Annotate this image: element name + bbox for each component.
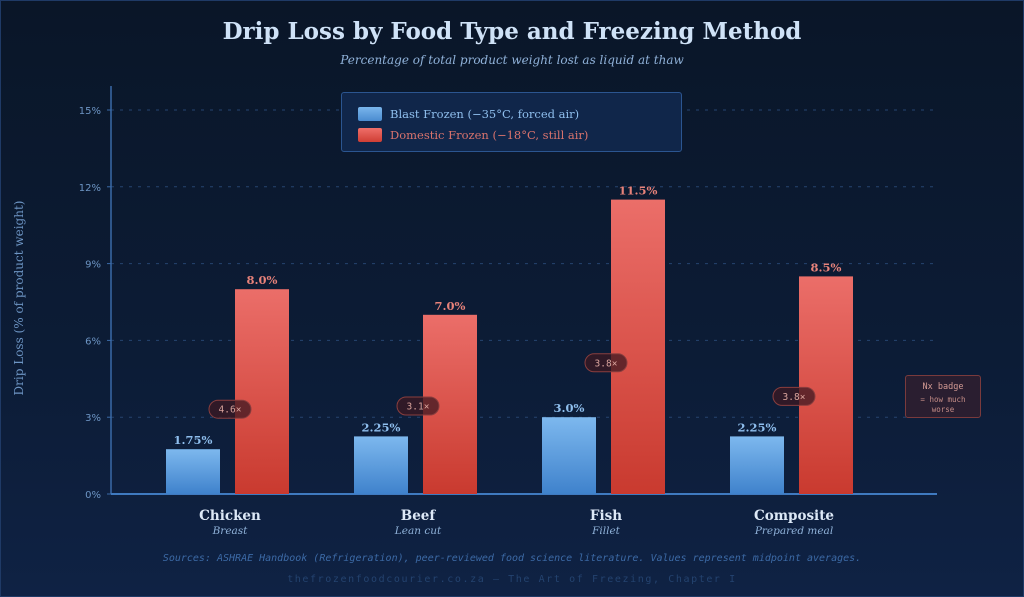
data-label-domestic-composite: 8.5% [811,260,842,274]
ratio-badge-text: 3.8× [783,392,806,403]
category-sublabel-fish: Fillet [592,525,620,537]
legend-label-domestic: Domestic Frozen (−18°C, still air) [390,128,589,142]
bar-domestic-chicken [235,289,289,494]
bar-blast-fish [542,417,596,494]
data-label-domestic-chicken: 8.0% [247,273,278,287]
y-tick-label: 6% [85,336,101,347]
y-tick-label: 15% [79,106,101,117]
sources-note: Sources: ASHRAE Handbook (Refrigeration)… [162,553,862,564]
ratio-badge-text: 3.1× [407,402,430,413]
category-label-fish: Fish [589,508,623,524]
y-tick-label: 12% [79,183,101,194]
category-label-chicken: Chicken [199,508,261,524]
ratio-badge-bg [584,353,628,373]
ratio-badge-bg [772,386,816,406]
ratio-badge-chicken: 4.6× [208,399,252,419]
ratio-badge-text: 4.6× [219,405,242,416]
data-label-domestic-beef: 7.0% [435,299,466,313]
category-sublabel-chicken: Breast [212,525,248,537]
data-label-domestic-fish: 11.5% [619,184,658,198]
badge-annotation-line1: = how much [920,395,966,404]
legend-swatch-domestic [358,128,382,142]
data-label-blast-fish: 3.0% [554,401,585,415]
legend-item-domestic: Domestic Frozen (−18°C, still air) [358,128,588,142]
y-tick-label: 3% [85,413,101,424]
y-tick-label: 9% [85,260,101,271]
chart-subtitle: Percentage of total product weight lost … [340,53,684,67]
ratio-badge-fish: 3.8× [584,353,628,373]
ratio-badge-composite: 3.8× [772,386,816,406]
ratio-badge-beef: 3.1× [396,396,440,416]
ratio-badge-bg [396,396,440,416]
data-label-blast-composite: 2.25% [738,420,777,434]
badge-annotation: Nx badge = how much worse [905,375,981,418]
footer-credit: thefrozenfoodcourier.co.za — The Art of … [287,574,737,585]
legend-item-blast: Blast Frozen (−35°C, forced air) [358,107,579,121]
bar-blast-chicken [166,449,220,494]
category-sublabel-composite: Prepared meal [754,525,834,537]
y-tick-label: 0% [85,490,101,501]
bar-blast-beef [354,436,408,494]
data-label-blast-beef: 2.25% [362,420,401,434]
ratio-badge-bg [208,399,252,419]
ratio-badge-text: 3.8× [595,358,618,369]
legend-label-blast: Blast Frozen (−35°C, forced air) [390,107,580,121]
badge-annotation-line2: worse [931,405,955,414]
data-label-blast-chicken: 1.75% [174,433,213,447]
chart-title: Drip Loss by Food Type and Freezing Meth… [222,18,802,45]
category-label-beef: Beef [400,508,436,524]
category-label-composite: Composite [753,508,835,524]
bar-domestic-fish [611,199,665,494]
legend: Blast Frozen (−35°C, forced air) Domesti… [341,92,682,152]
bar-domestic-composite [799,276,853,494]
category-sublabel-beef: Lean cut [394,525,442,537]
bar-blast-composite [730,436,784,494]
badge-annotation-title: Nx badge [922,382,964,392]
legend-swatch-blast [358,107,382,121]
